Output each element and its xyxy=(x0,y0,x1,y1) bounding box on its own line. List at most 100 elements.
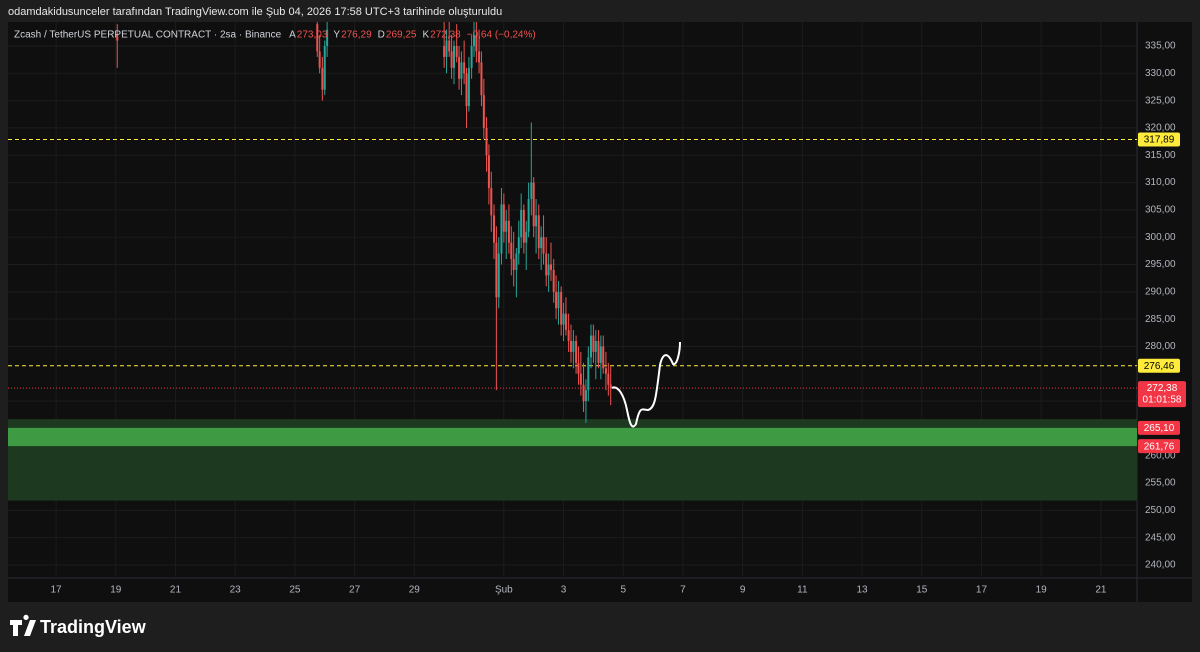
chart-panel xyxy=(8,22,1192,602)
price-label: 317,89 xyxy=(1144,135,1175,146)
zone-label: 265,10 xyxy=(1144,423,1175,434)
candle-body xyxy=(530,182,533,199)
candle-body xyxy=(540,237,543,249)
y-tick-label: 260,00 xyxy=(1145,450,1176,461)
candle-body xyxy=(318,51,321,68)
candles xyxy=(8,22,1137,423)
candle-body xyxy=(515,253,518,270)
candle-body xyxy=(522,209,525,243)
candle-body xyxy=(545,253,548,276)
y-tick-label: 280,00 xyxy=(1145,341,1176,352)
candle-body xyxy=(463,62,466,74)
symbol-title: Zcash / TetherUS PERPETUAL CONTRACT · 2s… xyxy=(14,30,282,41)
readout-change: −0,64 (−0,24%) xyxy=(467,30,536,41)
x-tick-label: 19 xyxy=(110,585,122,596)
brand: TradingView xyxy=(10,614,147,637)
candle-body xyxy=(492,215,495,243)
x-tick-label: 19 xyxy=(1036,585,1048,596)
candle-body xyxy=(560,291,563,325)
candle-body xyxy=(445,40,448,57)
readout-key: K xyxy=(422,30,429,41)
candle-body xyxy=(594,341,597,352)
candle-body xyxy=(452,45,455,68)
candle-body xyxy=(316,24,319,52)
readout-key: A xyxy=(289,30,296,41)
candle-body xyxy=(505,220,508,232)
readout-key: Y xyxy=(333,30,340,41)
candle-body xyxy=(582,384,585,402)
candle-body xyxy=(527,198,530,232)
y-tick-label: 330,00 xyxy=(1145,68,1176,79)
y-tick-label: 245,00 xyxy=(1145,532,1176,543)
x-tick-label: 25 xyxy=(289,585,301,596)
candle-body xyxy=(572,341,575,352)
price-label-bg xyxy=(1138,132,1180,147)
x-tick-label: 21 xyxy=(1095,585,1107,596)
candle-body xyxy=(500,204,503,254)
candle-body xyxy=(547,264,550,276)
y-tick-label: 325,00 xyxy=(1145,95,1176,106)
candle-body xyxy=(465,73,468,107)
ohlc-readout: A 273,03 Y 276,29 D 269,25 K 272,38 −0,64 (−0,24… xyxy=(289,30,536,41)
y-tick-label: 310,00 xyxy=(1145,177,1176,188)
candle-body xyxy=(537,215,540,249)
candle-body xyxy=(525,231,528,243)
candle-body xyxy=(584,390,587,402)
readout-value: 269,25 xyxy=(386,30,417,41)
candle-body xyxy=(472,35,475,46)
candle-body xyxy=(495,242,498,298)
y-tick-label: 305,00 xyxy=(1145,205,1176,216)
candle-body xyxy=(575,341,578,363)
y-tick-label: 315,00 xyxy=(1145,150,1176,161)
readout-value: 272,38 xyxy=(430,30,461,41)
x-tick-label: 21 xyxy=(170,585,182,596)
y-tick-label: 240,00 xyxy=(1145,560,1176,571)
candle-body xyxy=(512,259,515,270)
y-tick-label: 285,00 xyxy=(1145,314,1176,325)
y-tick-label: 295,00 xyxy=(1145,259,1176,270)
y-tick-label: 335,00 xyxy=(1145,41,1176,52)
legend: Zcash / TetherUS PERPETUAL CONTRACT · 2s… xyxy=(14,30,536,41)
candle-body xyxy=(564,313,567,331)
price-label: 276,46 xyxy=(1144,361,1175,372)
brand-text: TradingView xyxy=(40,617,147,637)
candle-body xyxy=(609,384,612,389)
candle-body xyxy=(467,67,470,107)
candle-body xyxy=(552,269,555,292)
candle-body xyxy=(480,62,483,96)
x-tick-label: 3 xyxy=(561,585,567,596)
candle-body xyxy=(562,313,565,325)
candle-body xyxy=(550,264,553,270)
zone-label: 261,76 xyxy=(1144,441,1175,452)
candle-body xyxy=(535,215,538,227)
candle-body xyxy=(602,346,605,369)
zone-label-bg xyxy=(1138,420,1180,435)
x-tick-label: 13 xyxy=(857,585,869,596)
candle-body xyxy=(555,291,558,309)
candle-body xyxy=(490,188,493,216)
candle-body xyxy=(597,341,600,363)
candle-body xyxy=(321,67,324,90)
zone-label-bg xyxy=(1138,439,1180,454)
candle-body xyxy=(557,291,560,309)
x-tick-label: 17 xyxy=(50,585,62,596)
price-label-bg xyxy=(1138,358,1180,373)
candle-body xyxy=(450,51,453,68)
y-tick-label: 300,00 xyxy=(1145,232,1176,243)
candle-body xyxy=(448,40,451,52)
x-tick-label: 23 xyxy=(230,585,242,596)
candle-body xyxy=(532,182,535,227)
x-tick-label: 7 xyxy=(680,585,686,596)
candle-body xyxy=(497,253,500,298)
axes: 240,00245,00250,00255,00260,00270,00280,… xyxy=(50,41,1186,596)
last-price-bg xyxy=(1138,381,1186,408)
freehand-drawing xyxy=(611,341,681,428)
candle-body xyxy=(443,45,446,57)
candle-body xyxy=(579,373,582,385)
x-tick-label: 5 xyxy=(620,585,626,596)
candle-body xyxy=(567,330,570,342)
candle-body xyxy=(570,341,573,352)
candle-body xyxy=(599,346,602,363)
y-tick-label: 290,00 xyxy=(1145,286,1176,297)
